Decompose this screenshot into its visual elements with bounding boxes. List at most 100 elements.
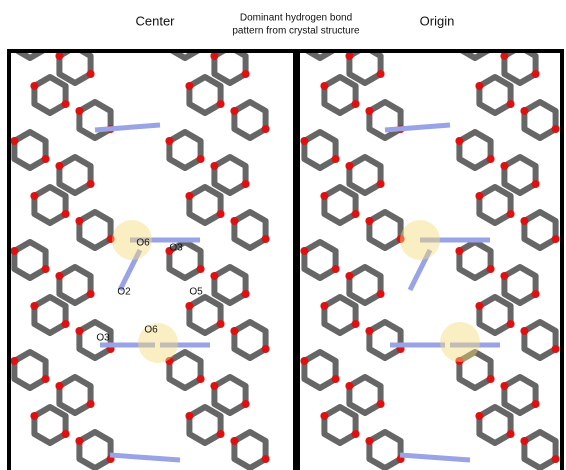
oxygen [42,265,50,273]
oxygen [320,302,328,310]
ring-bond [524,432,555,468]
oxygen [75,437,83,445]
highlight [400,220,440,260]
oxygen [507,210,515,218]
oxygen [500,52,508,60]
oxygen [455,27,463,35]
ring-bond [504,377,535,413]
oxygen [42,155,50,163]
ring-bond [349,377,380,413]
oxygen [487,155,495,163]
ring-bond [324,187,355,223]
oxygen [30,192,38,200]
ring-bond [524,322,555,358]
oxygen [87,400,95,408]
figure: Center Dominant hydrogen bond pattern fr… [0,0,566,470]
ring-bond [459,132,490,168]
ring-bond [504,157,535,193]
oxygen [552,345,560,353]
oxygen [87,70,95,78]
ring-bond [524,102,555,138]
oxygen [75,327,83,335]
ring-bond [34,407,65,443]
ring-bond [214,157,245,193]
oxygen [352,430,360,438]
oxygen [30,302,38,310]
ring-bond [324,407,355,443]
oxygen [87,180,95,188]
oxygen [532,180,540,188]
ring-bond [304,352,335,388]
title-line: Dominant hydrogen bond [240,13,352,24]
oxygen [210,272,218,280]
oxygen [185,302,193,310]
oxygen [55,162,63,170]
oxygen [487,375,495,383]
oxygen [500,382,508,390]
atom-label: O2 [117,287,131,298]
oxygen [30,82,38,90]
ring-bond [304,132,335,168]
oxygen [332,265,340,273]
oxygen [217,320,225,328]
oxygen [197,375,205,383]
oxygen [62,210,70,218]
oxygen [62,320,70,328]
ring-bond [324,297,355,333]
oxygen [365,327,373,335]
ring-bond [479,187,510,223]
oxygen [217,100,225,108]
oxygen [507,320,515,328]
oxygen [352,100,360,108]
oxygen [55,382,63,390]
oxygen [507,430,515,438]
ring-bond [189,187,220,223]
ring-bond [459,242,490,278]
oxygen [475,192,483,200]
ring-bond [79,212,110,248]
oxygen [262,345,270,353]
oxygen [230,437,238,445]
oxygen [185,192,193,200]
oxygen [520,327,528,335]
left-label: Center [135,13,175,28]
right-label: Origin [420,13,455,28]
oxygen [532,400,540,408]
oxygen [320,82,328,90]
ring-bond [79,432,110,468]
ring-bond [34,187,65,223]
oxygen [185,82,193,90]
highlight [440,322,480,362]
ring-bond [349,157,380,193]
oxygen [352,320,360,328]
ring-bond [14,132,45,168]
oxygen [377,70,385,78]
oxygen [377,400,385,408]
oxygen [455,137,463,145]
oxygen [300,137,308,145]
ring-bond [189,407,220,443]
ring-bond [479,297,510,333]
ring-bond [234,212,265,248]
ring-bond [59,157,90,193]
oxygen [520,217,528,225]
ring-bond [214,267,245,303]
atom-label: O3 [169,243,183,254]
oxygen [230,107,238,115]
ring-bond [189,297,220,333]
oxygen [10,137,18,145]
oxygen [352,210,360,218]
oxygen [487,265,495,273]
oxygen [30,412,38,420]
atom-label: O5 [189,287,203,298]
atom-label: O3 [96,333,110,344]
oxygen [300,357,308,365]
ring-bond [214,377,245,413]
ring-bond [234,432,265,468]
oxygen [210,382,218,390]
ring-bond [234,322,265,358]
oxygen [242,180,250,188]
oxygen [230,327,238,335]
ring-bond [59,377,90,413]
oxygen [365,107,373,115]
